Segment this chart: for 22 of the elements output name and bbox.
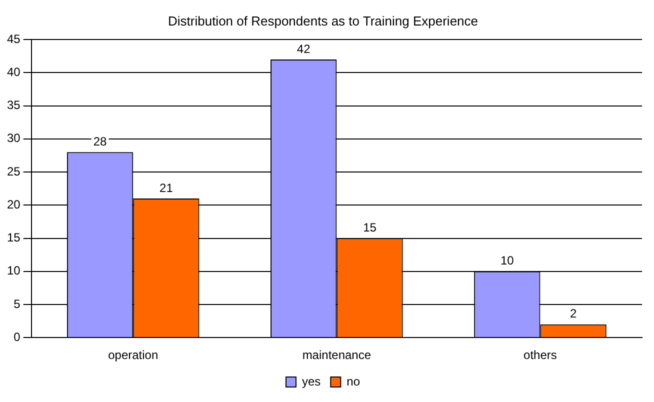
legend-label: yes <box>302 374 321 388</box>
y-tick-label: 40 <box>6 65 21 80</box>
y-tick-label: 0 <box>14 330 21 344</box>
y-tick-label: 10 <box>6 264 21 278</box>
data-label: 28 <box>93 134 108 148</box>
x-tick-label: operation <box>108 348 158 362</box>
y-tick-label: 45 <box>6 32 21 46</box>
y-tick-label: 15 <box>6 230 21 245</box>
data-label: 2 <box>570 306 577 321</box>
x-tick-label: maintenance <box>302 348 372 362</box>
data-label: 10 <box>500 254 514 268</box>
data-label: 42 <box>296 42 311 56</box>
y-tick-label: 20 <box>6 197 21 212</box>
legend-label: no <box>346 374 360 388</box>
x-tick-label: others <box>524 348 557 362</box>
data-label: 21 <box>160 180 174 195</box>
y-tick-label: 25 <box>6 164 21 178</box>
y-tick-label: 30 <box>6 131 21 146</box>
y-tick-label: 5 <box>14 296 21 311</box>
chart-title: Distribution of Respondents as to Training Experience <box>168 13 478 28</box>
y-tick-label: 35 <box>6 98 21 112</box>
data-label: 15 <box>363 220 377 235</box>
